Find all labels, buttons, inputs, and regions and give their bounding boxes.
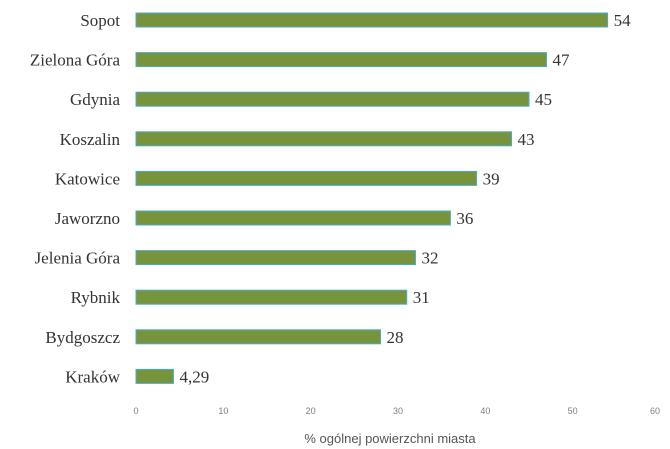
value-label: 28 [387, 328, 404, 347]
bars-group [135, 12, 609, 384]
value-label: 39 [483, 169, 500, 188]
x-tick-label: 10 [218, 406, 228, 416]
category-label: Jelenia Góra [35, 249, 121, 268]
category-label: Bydgoszcz [45, 328, 120, 347]
category-labels: Sopot Zielona Góra Gdynia Koszalin Katowice J… [30, 11, 121, 386]
bar [135, 210, 451, 226]
x-axis-ticks: 0 10 20 30 40 50 60 [133, 406, 660, 416]
x-tick-label: 0 [133, 406, 138, 416]
category-label: Katowice [55, 169, 120, 188]
bar [135, 12, 609, 28]
value-label: 4,29 [179, 367, 209, 386]
category-label: Jaworzno [55, 209, 120, 228]
value-label: 36 [456, 209, 473, 228]
bar [135, 131, 513, 147]
bar [135, 250, 416, 266]
value-label: 47 [552, 51, 570, 70]
x-tick-label: 60 [650, 406, 660, 416]
value-labels: 54 47 45 43 39 36 32 31 28 4,29 [179, 11, 631, 386]
x-tick-label: 30 [393, 406, 403, 416]
value-label: 45 [535, 90, 552, 109]
x-tick-label: 50 [568, 406, 578, 416]
bar [135, 91, 530, 107]
bar [135, 368, 174, 384]
value-label: 32 [421, 249, 438, 268]
x-axis-title: % ogólnej powierzchni miasta [304, 431, 476, 446]
category-label: Gdynia [70, 90, 121, 109]
bar [135, 289, 408, 305]
category-label: Rybnik [71, 288, 121, 307]
x-tick-label: 40 [480, 406, 490, 416]
category-label: Sopot [80, 11, 120, 30]
x-tick-label: 20 [306, 406, 316, 416]
bar [135, 329, 382, 345]
value-label: 31 [413, 288, 430, 307]
bar [135, 170, 478, 186]
value-label: 54 [614, 11, 632, 30]
value-label: 43 [518, 130, 535, 149]
bar [135, 52, 547, 68]
category-label: Koszalin [60, 130, 121, 149]
category-label: Zielona Góra [30, 51, 121, 70]
category-label: Kraków [65, 367, 120, 386]
